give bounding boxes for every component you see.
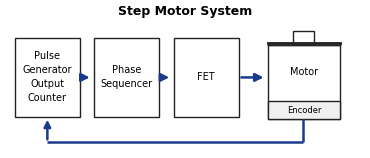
Bar bbox=[174, 38, 239, 117]
Text: Phase
Sequencer: Phase Sequencer bbox=[101, 65, 153, 89]
Bar bbox=[268, 43, 340, 45]
Text: Motor: Motor bbox=[290, 67, 319, 77]
Bar bbox=[268, 43, 340, 119]
Text: FET: FET bbox=[198, 72, 215, 82]
Bar bbox=[268, 101, 340, 119]
Text: Step Motor System: Step Motor System bbox=[118, 5, 252, 18]
Bar bbox=[94, 38, 159, 117]
Bar bbox=[15, 38, 80, 117]
Text: Pulse
Generator
Output
Counter: Pulse Generator Output Counter bbox=[23, 51, 72, 103]
Text: Encoder: Encoder bbox=[287, 106, 322, 115]
Bar bbox=[293, 31, 314, 43]
